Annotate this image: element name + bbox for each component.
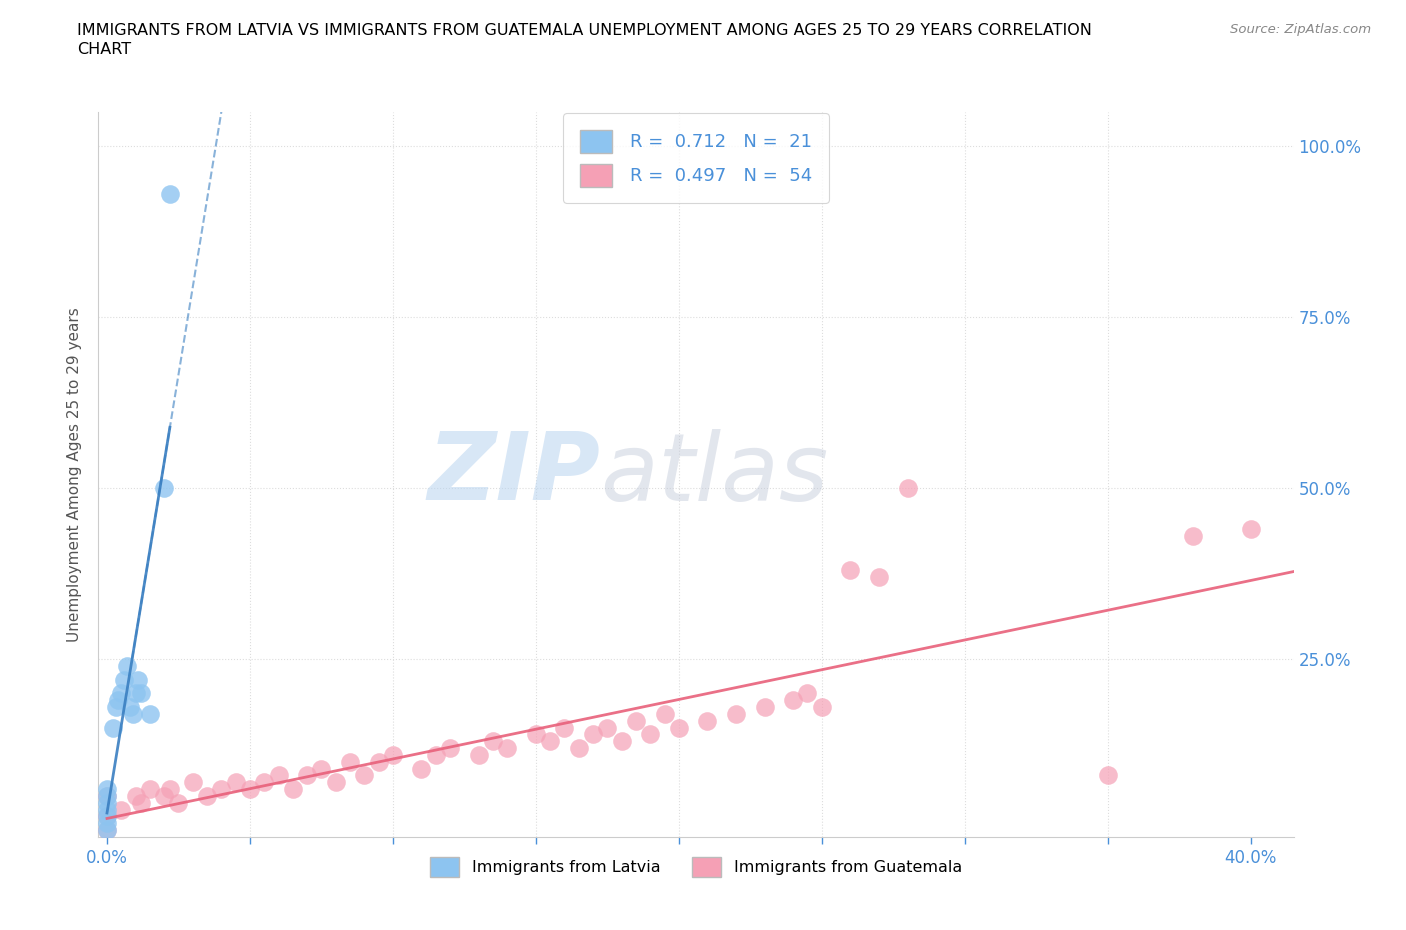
Point: [110, 685, 132, 700]
Point: [267, 768, 290, 783]
Point: [754, 699, 776, 714]
Point: [638, 727, 661, 742]
Text: IMMIGRANTS FROM LATVIA VS IMMIGRANTS FROM GUATEMALA UNEMPLOYMENT AMONG AGES 25 T: IMMIGRANTS FROM LATVIA VS IMMIGRANTS FRO…: [77, 23, 1092, 38]
Point: [839, 563, 862, 578]
Point: [121, 707, 143, 722]
Point: [118, 699, 141, 714]
Point: [425, 748, 447, 763]
Point: [782, 693, 804, 708]
Point: [101, 720, 124, 735]
Point: [153, 789, 176, 804]
Legend: Immigrants from Latvia, Immigrants from Guatemala: Immigrants from Latvia, Immigrants from …: [423, 850, 969, 883]
Point: [239, 781, 262, 796]
Point: [568, 740, 591, 755]
Y-axis label: Unemployment Among Ages 25 to 29 years: Unemployment Among Ages 25 to 29 years: [67, 307, 83, 642]
Point: [96, 809, 118, 824]
Point: [553, 720, 575, 735]
Point: [127, 672, 149, 687]
Point: [153, 481, 176, 496]
Point: [96, 803, 118, 817]
Point: [610, 734, 633, 749]
Point: [209, 781, 232, 796]
Point: [668, 720, 690, 735]
Point: [367, 754, 389, 769]
Point: [167, 795, 190, 810]
Point: [96, 823, 118, 838]
Point: [107, 693, 129, 708]
Point: [281, 781, 304, 796]
Point: [896, 481, 918, 496]
Point: [596, 720, 619, 735]
Point: [131, 685, 153, 700]
Point: [139, 781, 162, 796]
Point: [124, 685, 146, 700]
Point: [439, 740, 461, 755]
Point: [159, 186, 181, 201]
Point: [482, 734, 505, 749]
Point: [381, 748, 404, 763]
Point: [796, 685, 818, 700]
Point: [624, 713, 647, 728]
Point: [696, 713, 718, 728]
Point: [110, 803, 132, 817]
Point: [131, 795, 153, 810]
Point: [104, 699, 127, 714]
Point: [810, 699, 832, 714]
Point: [225, 775, 247, 790]
Point: [411, 761, 433, 776]
Text: ZIP: ZIP: [427, 429, 600, 520]
Point: [724, 707, 747, 722]
Point: [467, 748, 489, 763]
Point: [96, 809, 118, 824]
Point: [115, 658, 138, 673]
Point: [311, 761, 333, 776]
Point: [524, 727, 547, 742]
Point: [1182, 528, 1205, 543]
Point: [868, 569, 890, 584]
Point: [96, 789, 118, 804]
Point: [339, 754, 361, 769]
Point: [195, 789, 218, 804]
Point: [538, 734, 561, 749]
Point: [112, 672, 135, 687]
Point: [353, 768, 375, 783]
Point: [139, 707, 162, 722]
Point: [96, 823, 118, 838]
Point: [96, 816, 118, 830]
Point: [1239, 522, 1261, 537]
Point: [159, 781, 181, 796]
Point: [654, 707, 676, 722]
Point: [181, 775, 204, 790]
Point: [295, 768, 318, 783]
Point: [96, 795, 118, 810]
Point: [96, 781, 118, 796]
Point: [325, 775, 347, 790]
Text: atlas: atlas: [600, 429, 828, 520]
Point: [1097, 768, 1119, 783]
Point: [496, 740, 519, 755]
Text: CHART: CHART: [77, 42, 131, 57]
Point: [253, 775, 276, 790]
Point: [582, 727, 605, 742]
Point: [124, 789, 146, 804]
Text: Source: ZipAtlas.com: Source: ZipAtlas.com: [1230, 23, 1371, 36]
Point: [96, 789, 118, 804]
